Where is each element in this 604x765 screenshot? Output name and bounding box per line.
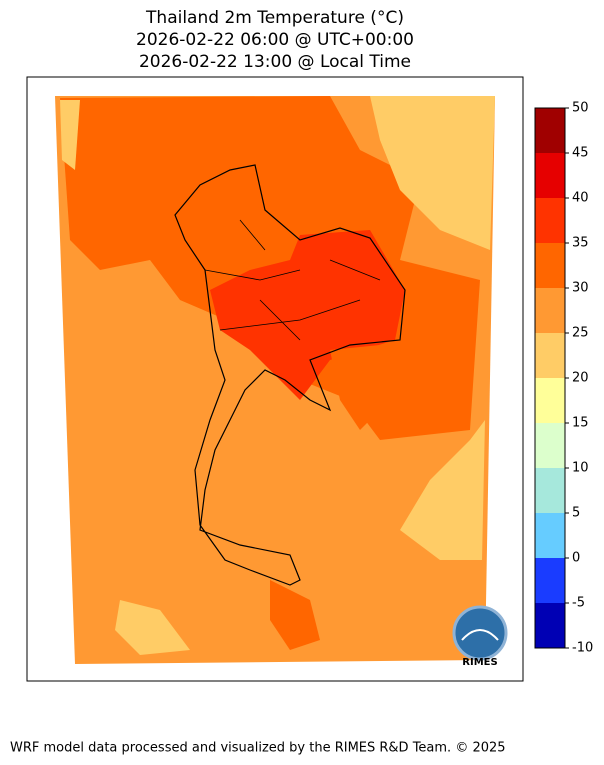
colorbar-band <box>535 603 565 648</box>
colorbar-tick-label: 30 <box>572 281 589 296</box>
colorbar-tick-label: 50 <box>572 101 589 116</box>
colorbar-tick-label: 15 <box>572 416 589 431</box>
footer: WRF model data processed and visualized … <box>10 741 506 756</box>
colorbar-tick-label: 45 <box>572 146 589 161</box>
colorbar-band <box>535 153 565 198</box>
colorbar-band <box>535 198 565 243</box>
colorbar-tick-label: 25 <box>572 326 589 341</box>
colorbar-tick-label: 5 <box>572 506 580 521</box>
colorbar-tick-label: 35 <box>572 236 589 251</box>
colorbar-tick-label: 20 <box>572 371 589 386</box>
colorbar-band <box>535 243 565 288</box>
colorbar-band <box>535 513 565 558</box>
colorbar-band <box>535 108 565 153</box>
colorbar-tick-label: -5 <box>572 596 585 611</box>
colorbar-band <box>535 333 565 378</box>
map <box>55 96 495 664</box>
logo-text: RIMES <box>462 657 497 668</box>
colorbar-band <box>535 468 565 513</box>
logo: RIMES <box>452 605 508 668</box>
title: 2026-02-22 13:00 @ Local Time <box>139 52 411 72</box>
colorbar-band <box>535 378 565 423</box>
colorbar-band <box>535 288 565 333</box>
colorbar-tick-label: 40 <box>572 191 589 206</box>
colorbar-tick-label: 10 <box>572 461 589 476</box>
colorbar-band <box>535 423 565 468</box>
colorbar-tick-label: -10 <box>572 641 593 656</box>
colorbar-band <box>535 558 565 603</box>
title: Thailand 2m Temperature (°C) <box>145 8 404 28</box>
colorbar-tick-label: 0 <box>572 551 580 566</box>
title: 2026-02-22 06:00 @ UTC+00:00 <box>136 30 414 50</box>
